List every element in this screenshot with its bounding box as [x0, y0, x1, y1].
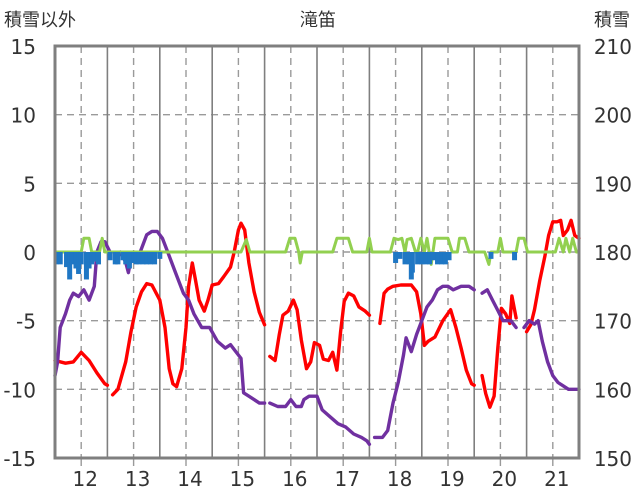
x-axis-ticks: 12 13 14 15 16 17 18 19 20 21 — [72, 467, 569, 491]
series-blue-bar — [83, 252, 89, 280]
series-blue-bar — [133, 252, 139, 265]
series-blue-bar — [89, 252, 95, 265]
x-tick-label: 15 — [230, 467, 255, 491]
series-blue-bar — [120, 252, 126, 261]
series-blue-bar — [76, 252, 82, 274]
x-tick-label: 18 — [387, 467, 412, 491]
series-blue-bar — [67, 252, 73, 280]
left-tick-label: -5 — [16, 310, 36, 334]
x-tick-label: 20 — [492, 467, 517, 491]
right-tick-label: 150 — [594, 447, 632, 471]
series-blue-bar — [423, 252, 429, 265]
right-axis-title: 積雪 — [594, 10, 630, 31]
left-tick-label: 5 — [23, 172, 36, 196]
series-blue-bar — [152, 252, 158, 265]
left-tick-label: 15 — [11, 35, 36, 59]
x-tick-label: 19 — [439, 467, 464, 491]
chart-title: 滝笛 — [300, 10, 336, 31]
series-blue-bar — [140, 252, 146, 265]
series-blue-bar — [78, 252, 84, 265]
left-tick-label: -10 — [3, 378, 36, 402]
series-blue-bar — [144, 252, 150, 265]
series-blue-bar — [95, 252, 101, 265]
left-tick-label: 0 — [23, 241, 36, 265]
right-axis-ticks: 210 200 190 180 170 160 150 — [594, 35, 632, 471]
series-purple-line — [53, 229, 581, 446]
plot-frame — [53, 44, 581, 460]
series-blue-bar — [439, 252, 445, 265]
series-blue-bar — [427, 252, 433, 265]
series-blue-bar — [93, 252, 99, 262]
series-blue-bar — [73, 252, 79, 269]
series-blue-bar — [442, 252, 448, 265]
series-blue-bar — [131, 252, 137, 263]
x-tick-label: 14 — [177, 467, 202, 491]
x-tick-label: 21 — [544, 467, 569, 491]
series-blue-bar — [123, 252, 129, 265]
series-red-line — [53, 218, 581, 409]
right-tick-label: 170 — [594, 310, 632, 334]
series-blue-bar — [446, 252, 452, 261]
series-blue-bar — [419, 252, 425, 265]
series-blue-bar — [69, 252, 75, 265]
series-blue-bar — [126, 252, 132, 269]
left-tick-label: 10 — [11, 104, 36, 128]
series-blue-bar — [157, 252, 163, 259]
x-tick-label: 13 — [125, 467, 150, 491]
right-tick-label: 190 — [594, 172, 632, 196]
series-blue-bar — [136, 252, 142, 265]
series-blue-bar — [488, 252, 494, 259]
x-tick-label: 16 — [282, 467, 307, 491]
series-blue-bar — [64, 252, 70, 268]
right-tick-label: 210 — [594, 35, 632, 59]
series-blue-bar — [409, 252, 415, 273]
right-tick-label: 160 — [594, 378, 632, 402]
x-tick-label: 12 — [72, 467, 97, 491]
x-tick-label: 17 — [334, 467, 359, 491]
series-blue-bar — [402, 252, 408, 265]
series-blue-bar — [393, 252, 399, 263]
series-blue-bar — [115, 252, 121, 265]
right-tick-label: 180 — [594, 241, 632, 265]
series-blue-bar — [112, 252, 118, 265]
series-layer — [53, 218, 581, 446]
left-tick-label: -15 — [3, 447, 36, 471]
series-blue-bar — [512, 252, 518, 261]
series-blue-bar — [86, 252, 92, 269]
series-blue-bar — [107, 252, 113, 261]
series-blue-bar — [435, 252, 441, 265]
series-blue-bar — [397, 252, 403, 259]
series-green-line — [53, 236, 581, 266]
right-tick-label: 200 — [594, 104, 632, 128]
series-blue-bar — [147, 252, 153, 265]
left-axis-title: 積雪以外 — [4, 10, 76, 31]
left-axis-ticks: 15 10 5 0 -5 -10 -15 — [3, 35, 36, 471]
series-blue-bar — [430, 252, 436, 261]
series-blue-bar — [415, 252, 421, 265]
series-blue-bar — [57, 252, 63, 265]
